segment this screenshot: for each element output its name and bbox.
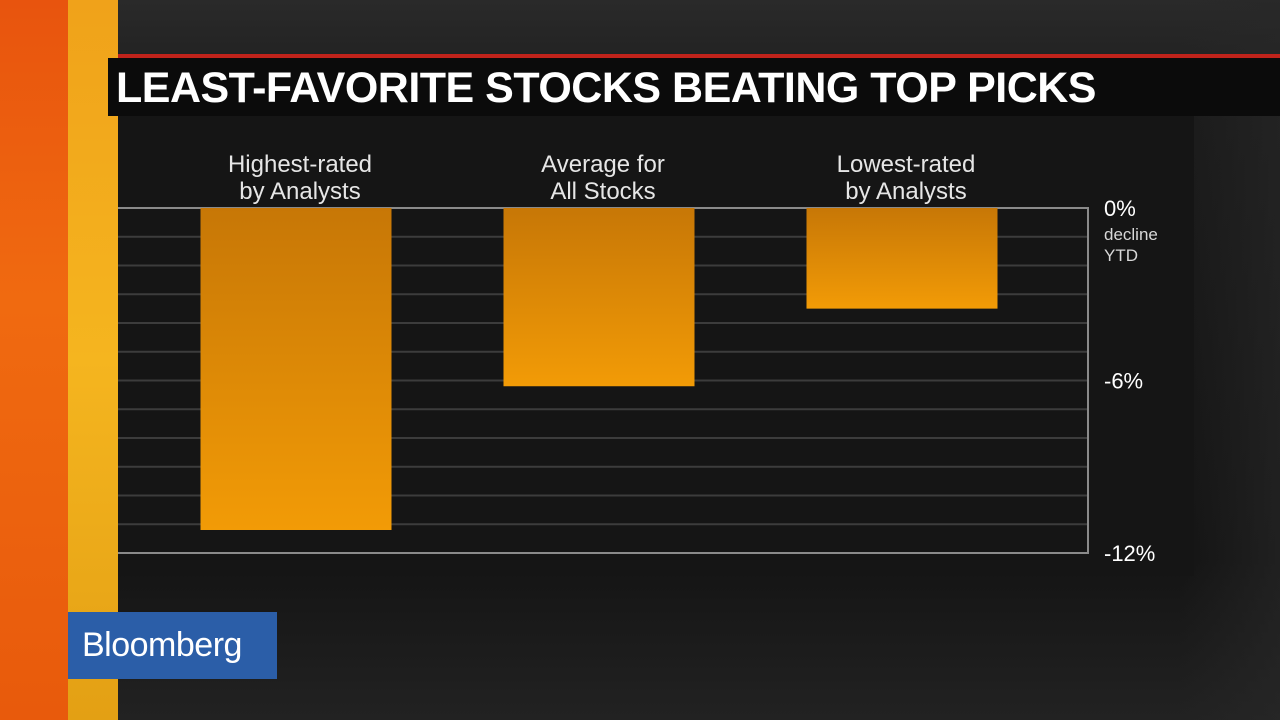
bloomberg-logo (68, 612, 277, 679)
bloomberg-logo-text: Bloomberg (82, 626, 242, 664)
bar (503, 208, 695, 387)
category-label: by Analysts (239, 178, 360, 205)
bar (200, 208, 392, 530)
y-axis-unit-label: YTD (1104, 246, 1138, 265)
chart-panel: 0% -6% -12% decline YTD Highest-rated by Anal… (118, 116, 1194, 576)
category-label: Highest-rated (228, 151, 372, 178)
y-axis-unit-label: decline (1104, 225, 1158, 244)
y-tick-label: -6% (1104, 369, 1143, 394)
chart-headline: LEAST-FAVORITE STOCKS BEATING TOP PICKS (116, 64, 1096, 112)
y-tick-label: -12% (1104, 541, 1155, 566)
category-label: Lowest-rated (837, 151, 976, 178)
yellow-accent-stripe (68, 0, 118, 720)
title-band (108, 58, 1280, 116)
category-label: Average for (541, 151, 665, 178)
title-red-rule (118, 54, 1280, 58)
y-tick-label: 0% (1104, 196, 1136, 221)
y-axis: 0% -6% -12% decline YTD (1087, 196, 1158, 566)
bars (200, 208, 998, 530)
bar (806, 208, 998, 309)
orange-accent-stripe (0, 0, 68, 720)
category-label: All Stocks (550, 178, 655, 205)
category-label: by Analysts (845, 178, 966, 205)
